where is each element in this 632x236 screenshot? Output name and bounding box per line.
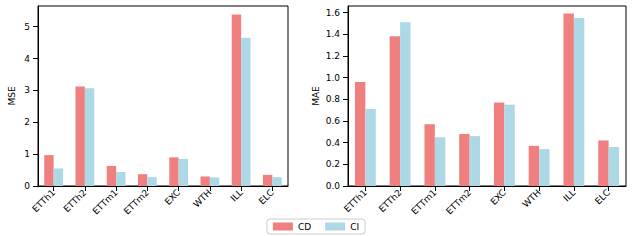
svg-text:5: 5 [24,22,30,32]
svg-text:0.8: 0.8 [326,94,341,104]
svg-text:ETTm1: ETTm1 [409,187,438,216]
svg-text:EXC: EXC [488,187,507,206]
svg-text:CD: CD [298,222,311,232]
svg-text:1.0: 1.0 [326,73,341,83]
svg-text:ILL: ILL [229,187,245,203]
svg-text:3: 3 [24,85,30,95]
svg-text:CI: CI [350,222,359,232]
svg-text:ETTm2: ETTm2 [122,187,151,216]
svg-text:ETTh1: ETTh1 [30,187,57,214]
svg-text:1.2: 1.2 [326,51,340,61]
svg-text:ETTh2: ETTh2 [62,187,89,214]
svg-text:ETTm1: ETTm1 [91,187,120,216]
svg-text:ETTm2: ETTm2 [444,187,473,216]
svg-text:1.6: 1.6 [326,8,341,18]
svg-text:1.4: 1.4 [326,29,341,39]
svg-text:ILL: ILL [561,187,577,203]
svg-text:0: 0 [24,181,30,191]
svg-text:0.4: 0.4 [326,138,341,148]
svg-text:WTH: WTH [191,187,213,209]
svg-text:0.0: 0.0 [326,181,341,191]
svg-text:1: 1 [24,149,30,159]
svg-text:WTH: WTH [521,187,543,209]
svg-text:2: 2 [24,117,30,127]
svg-text:ELC: ELC [593,187,612,206]
svg-text:EXC: EXC [163,187,182,206]
svg-text:0.2: 0.2 [326,159,340,169]
svg-text:0.6: 0.6 [326,116,341,126]
svg-text:MAE: MAE [311,86,321,106]
svg-text:4: 4 [24,54,30,64]
svg-text:MSE: MSE [7,86,17,105]
svg-text:ETTh1: ETTh1 [342,187,369,214]
svg-text:ELC: ELC [257,187,276,206]
svg-text:ETTh2: ETTh2 [377,187,404,214]
